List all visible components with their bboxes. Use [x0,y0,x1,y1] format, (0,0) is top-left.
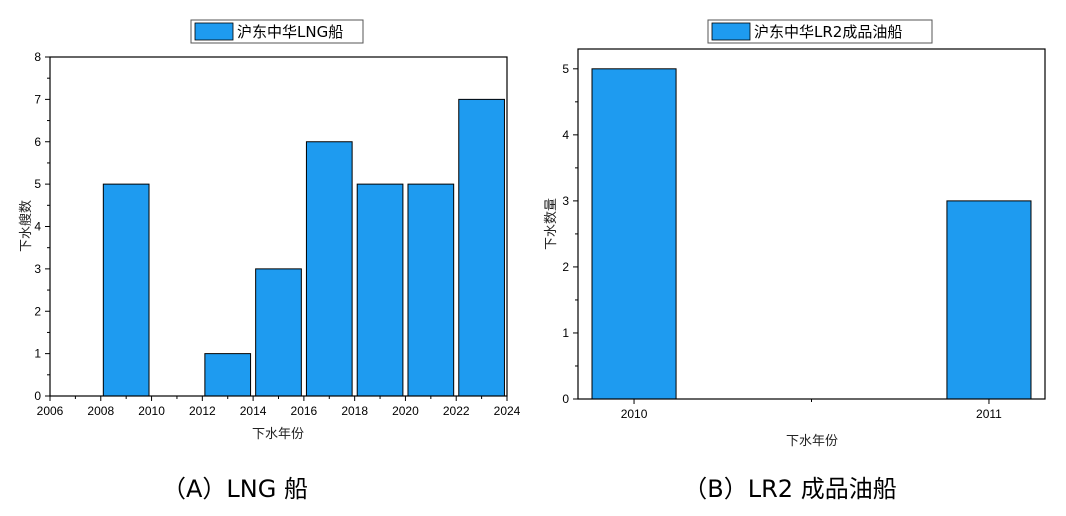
chart-b-legend-swatch [711,22,751,41]
chart-b-bar-2011 [946,200,1032,400]
chart-a-bar-2023 [458,98,505,397]
chart-a-legend-label: 沪东中华LNG船 [237,23,343,41]
chart-a-xtick-label: 2014 [240,404,267,418]
chart-a-bar-2009 [102,183,150,397]
chart-a-legend: 沪东中华LNG船 [190,19,364,44]
chart-b-legend-label: 沪东中华LR2成品油船 [754,23,902,41]
chart-a-xtick-label: 2018 [341,404,368,418]
chart-a-caption: （A）LNG 船 [162,475,308,503]
chart-a-xtick-label: 2024 [494,404,521,418]
chart-b-legend: 沪东中华LR2成品油船 [707,19,933,44]
chart-a-bar-2019 [356,183,404,397]
chart-b-xlabel: 下水年份 [786,434,838,449]
chart-a-ytick-label: 5 [34,177,41,191]
chart-a-xtick-label: 2016 [291,404,318,418]
chart-b-ytick-label: 3 [562,194,569,208]
chart-b-ytick-label: 0 [562,392,569,406]
chart-a-legend-swatch [194,22,234,41]
chart-b: 沪东中华LR2成品油船 2010 2011 0 1 2 3 4 5 下水年份 下水数量 （B）… [544,19,1046,503]
chart-a: 沪东中华LNG船 2006 2008 2010 2012 2014 2016 2018 202… [18,19,521,503]
chart-a-xtick-label: 2020 [392,404,419,418]
chart-a-xtick-label: 2006 [37,404,64,418]
chart-b-ticks: 2010 2011 0 1 2 3 4 5 [562,62,1002,421]
chart-a-xtick-label: 2012 [189,404,216,418]
chart-b-caption: （B）LR2 成品油船 [683,475,896,503]
chart-a-bars [102,98,505,397]
chart-b-xtick-label: 2010 [621,407,648,421]
chart-a-bar-2015 [255,268,302,397]
chart-a-xtick-label: 2010 [138,404,165,418]
chart-a-ytick-label: 0 [34,389,41,403]
chart-a-bar-2017 [305,141,353,397]
chart-a-ticks: 2006 2008 2010 2012 2014 2016 2018 2020 2022 2024… [34,50,520,418]
chart-a-bar-2013 [204,353,252,397]
chart-a-xlabel: 下水年份 [252,427,304,442]
chart-b-ytick-label: 4 [562,128,569,142]
chart-b-xtick-label: 2011 [976,407,1002,421]
chart-a-ylabel: 下水艘数 [18,200,34,252]
chart-b-bar-2010 [591,68,677,400]
chart-a-ytick-label: 4 [34,220,41,234]
chart-b-ylabel: 下水数量 [544,198,559,250]
chart-a-ytick-label: 1 [34,347,41,361]
chart-b-ytick-label: 1 [562,326,569,340]
chart-a-ytick-label: 8 [34,50,41,64]
chart-a-xtick-label: 2022 [443,404,470,418]
chart-b-ytick-label: 2 [562,260,569,274]
chart-a-xtick-label: 2008 [87,404,114,418]
chart-a-ytick-label: 7 [34,92,41,106]
chart-a-ytick-label: 6 [34,135,41,149]
chart-a-ytick-label: 2 [34,304,41,318]
chart-a-bar-2021 [407,183,455,397]
chart-b-bars [591,68,1032,400]
chart-b-ytick-label: 5 [562,62,569,76]
chart-a-ytick-label: 3 [34,262,41,276]
